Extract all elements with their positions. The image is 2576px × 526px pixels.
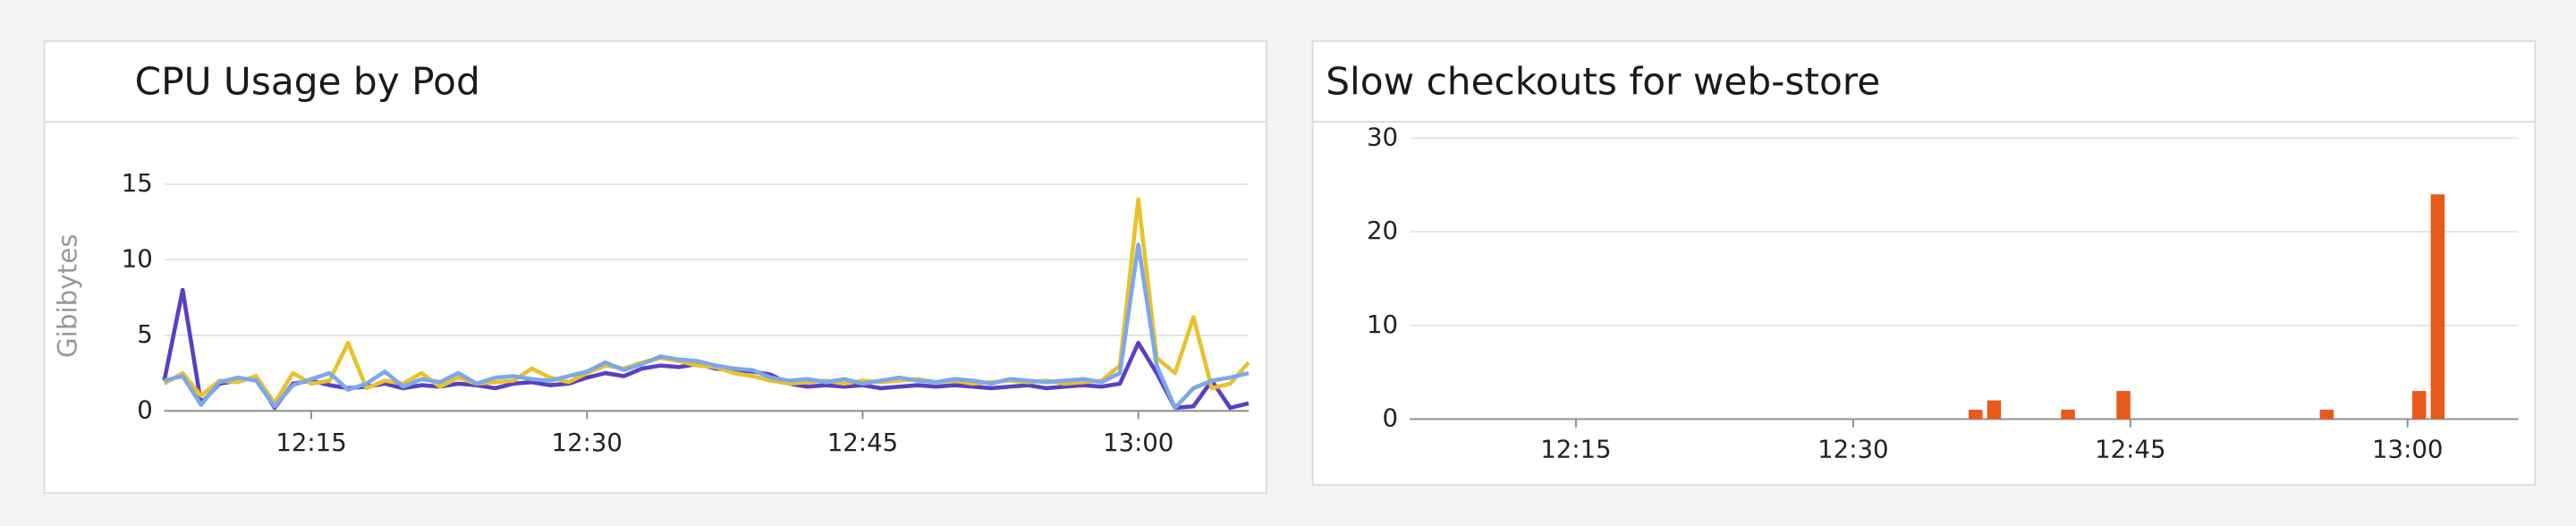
x-tick-label: 12:15 — [1540, 435, 1611, 463]
y-tick-label: 15 — [122, 169, 153, 198]
x-tick-label: 13:00 — [2372, 435, 2443, 463]
y-tick-label: 30 — [1367, 123, 1398, 151]
bar — [2116, 391, 2131, 420]
bar — [2430, 194, 2445, 420]
bar — [2319, 410, 2334, 420]
panel — [43, 40, 1268, 495]
chart-title: Slow checkouts for web-store — [1326, 59, 1880, 103]
bar — [2411, 391, 2427, 420]
x-tick-label: 12:45 — [2095, 435, 2165, 463]
x-tick-label: 13:00 — [1103, 428, 1174, 457]
x-tick-label: 12:45 — [827, 428, 898, 457]
bar — [1968, 410, 1983, 420]
y-tick-label: 0 — [1383, 403, 1399, 432]
y-tick-label: 5 — [137, 320, 153, 349]
y-tick-label: 0 — [137, 395, 153, 424]
y-axis-label: Gibibytes — [53, 233, 83, 358]
panel — [1311, 40, 2537, 486]
x-tick-label: 12:15 — [275, 428, 346, 457]
y-tick-label: 10 — [1367, 310, 1398, 339]
chart-title: CPU Usage by Pod — [135, 59, 480, 103]
bar — [1987, 400, 2002, 420]
y-tick-label: 10 — [122, 244, 153, 273]
series-line — [163, 197, 1250, 406]
bar — [2061, 410, 2075, 420]
y-tick-label: 20 — [1367, 216, 1398, 245]
x-tick-label: 12:30 — [552, 428, 623, 457]
series-line — [164, 242, 1250, 411]
x-tick-label: 12:30 — [1818, 435, 1888, 463]
